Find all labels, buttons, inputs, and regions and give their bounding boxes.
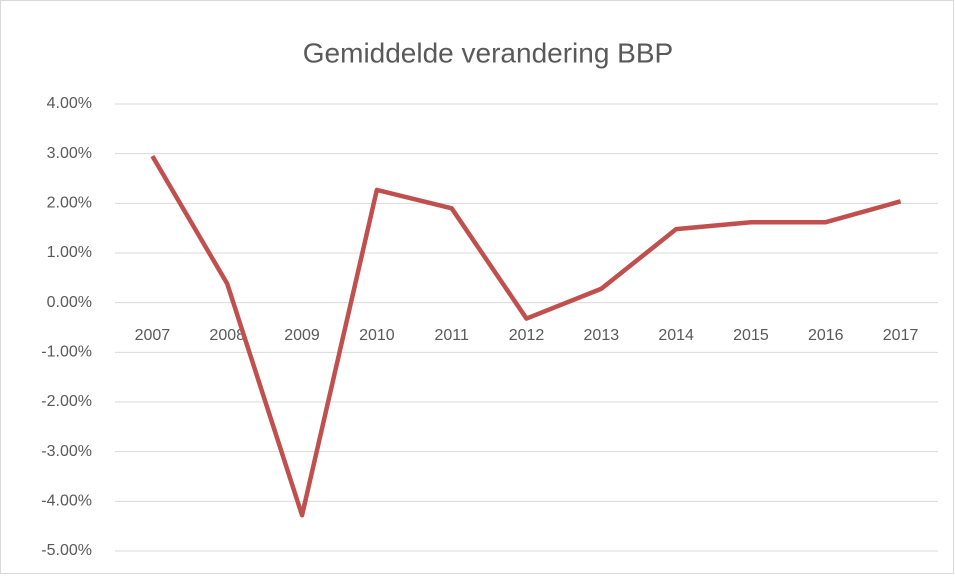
x-tick-label: 2012 (509, 327, 545, 344)
x-tick-label: 2015 (733, 327, 769, 344)
x-tick-label: 2010 (359, 327, 395, 344)
x-tick-label: 2013 (584, 327, 620, 344)
y-tick-label: 2.00% (47, 195, 92, 212)
x-tick-label: 2007 (135, 327, 171, 344)
y-tick-label: 3.00% (47, 145, 92, 162)
y-tick-label: 1.00% (47, 244, 92, 261)
x-tick-label: 2016 (808, 327, 844, 344)
y-tick-label: -3.00% (41, 443, 92, 460)
y-tick-label: -2.00% (41, 393, 92, 410)
data-line (150, 155, 902, 518)
y-tick-label: 0.00% (47, 294, 92, 311)
y-tick-label: 4.00% (47, 95, 92, 112)
y-tick-label: -1.00% (41, 344, 92, 361)
x-tick-label: 2011 (434, 327, 469, 344)
x-tick-label: 2017 (883, 327, 919, 344)
y-tick-label: -4.00% (41, 493, 92, 510)
x-tick-label: 2009 (284, 327, 320, 344)
chart-title: Gemiddelde verandering BBP (303, 37, 673, 68)
x-tick-label: 2014 (658, 327, 694, 344)
y-tick-label: -5.00% (41, 542, 92, 559)
x-tick-label: 2008 (209, 327, 245, 344)
